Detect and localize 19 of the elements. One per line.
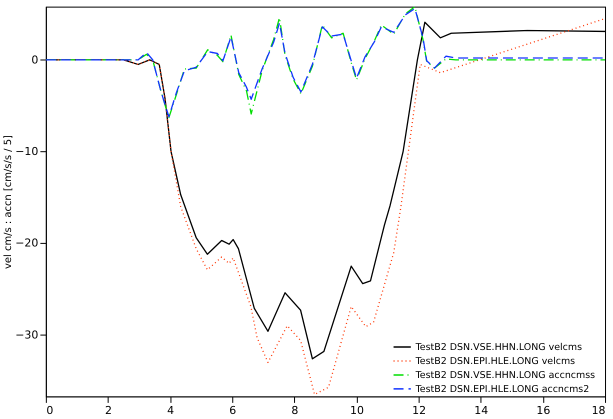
x-tick-label: 10 [350,404,364,417]
x-tick-label: 8 [291,404,298,417]
y-axis-title: vel cm/s : accn [cm/s/s / 5] [3,134,14,269]
y-tick-label: −30 [15,328,38,342]
x-tick-label: 18 [592,404,606,417]
legend-label: TestB2 DSN.VSE.HHN.LONG accncmss [414,370,596,381]
legend-label: TestB2 DSN.EPI.HLE.LONG velcms [414,356,576,367]
x-tick-label: 12 [412,404,426,417]
x-tick-label: 6 [229,404,236,417]
x-tick-label: 2 [104,404,112,417]
x-tick-label: 0 [46,404,54,417]
y-tick-label: −10 [15,145,38,158]
legend-label: TestB2 DSN.EPI.HLE.LONG accncms2 [414,384,590,395]
x-tick-label: 14 [474,404,488,417]
y-tick-label: −20 [15,236,38,250]
x-tick-label: 16 [536,404,550,417]
x-tick-label: 4 [167,404,174,417]
y-tick-label: 0 [31,53,38,66]
legend-label: TestB2 DSN.VSE.HHN.LONG velcms [414,342,582,354]
